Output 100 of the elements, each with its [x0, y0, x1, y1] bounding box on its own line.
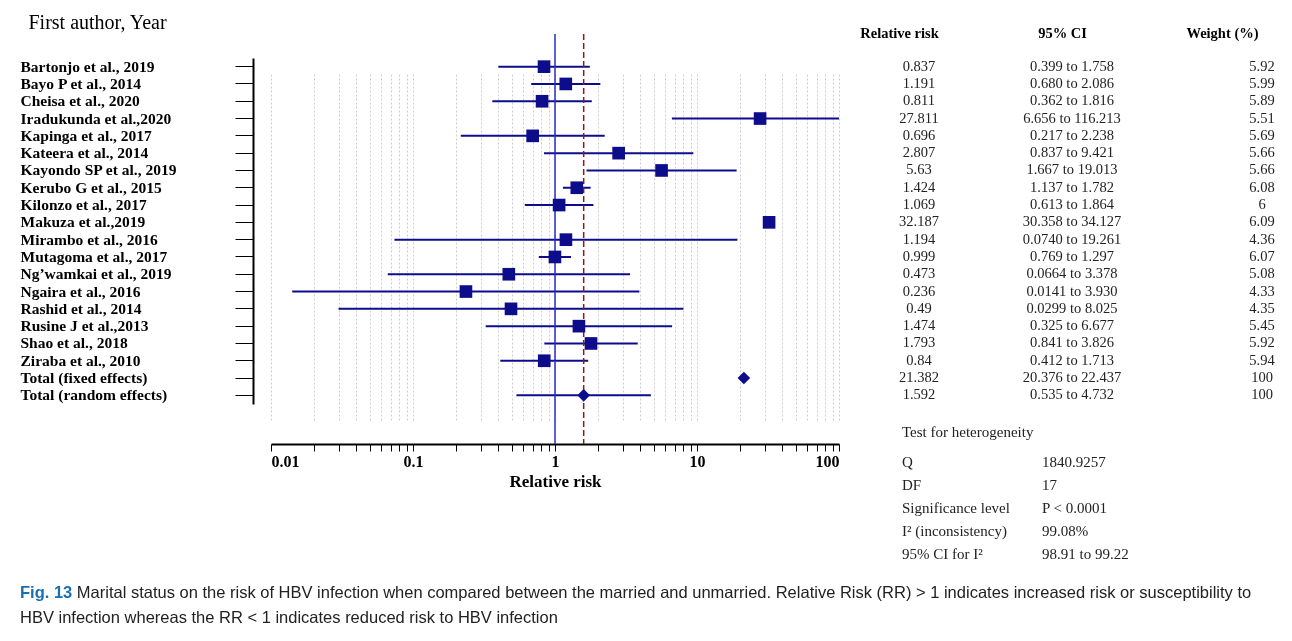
- x-tick-label: 10: [689, 452, 706, 470]
- text: P < 0.0001: [1042, 500, 1107, 516]
- text: 6.09: [1249, 213, 1275, 230]
- text: 95% CI: [1038, 24, 1088, 41]
- text: 5.92: [1249, 57, 1275, 74]
- x-tick-label: 0.01: [271, 452, 300, 470]
- text: 98.91 to 99.22: [1042, 546, 1129, 562]
- text: Test for heterogeneity: [902, 424, 1034, 440]
- y-tick-label: Rashid et al., 2014: [20, 299, 142, 317]
- y-tick-label: Mutagoma et al., 2017: [20, 247, 168, 265]
- y-tick-label: Rusine J et al.,2013: [20, 317, 149, 335]
- y-tick-label: Cheisa et al., 2020: [20, 92, 140, 110]
- y-tick-label: Makuza et al.,2019: [20, 213, 146, 231]
- y-tick-label: Iradukunda et al.,2020: [20, 109, 172, 127]
- text: Significance level: [902, 500, 1010, 516]
- text: 5.63: [906, 161, 932, 178]
- text: 5.92: [1249, 334, 1275, 351]
- y-axis-title: First author, Year: [28, 10, 167, 33]
- text: 4.35: [1249, 299, 1275, 316]
- text: 1.191: [902, 74, 936, 91]
- text: 0.473: [902, 265, 936, 282]
- text: 0.0740 to 19.261: [1022, 230, 1122, 247]
- text: 0.236: [902, 282, 936, 299]
- text: 0.837: [902, 57, 936, 74]
- text: 0.841 to 3.826: [1030, 334, 1114, 351]
- text: 1.793: [902, 334, 936, 351]
- x-tick-label: 100: [815, 452, 840, 470]
- text: 27.811: [899, 109, 939, 126]
- text: 0.0299 to 8.025: [1026, 299, 1118, 316]
- text: 1.424: [902, 178, 937, 195]
- text: 0.217 to 2.238: [1030, 126, 1114, 143]
- y-tick-label: Total (random effects): [20, 386, 168, 405]
- text: 0.399 to 1.758: [1030, 57, 1114, 74]
- text: 0.999: [902, 247, 936, 264]
- text: DF: [902, 477, 922, 493]
- text: 1.667 to 19.013: [1026, 161, 1118, 178]
- text: 6: [1258, 196, 1266, 213]
- text: 0.696: [902, 126, 936, 143]
- text: 6.08: [1249, 178, 1275, 195]
- y-tick-label: Kateera et al., 2014: [20, 144, 149, 162]
- y-tick-label: Kilonzo et al., 2017: [20, 196, 147, 214]
- text: 32.187: [899, 213, 939, 230]
- text: 30.358 to 34.127: [1022, 213, 1122, 230]
- text: 0.613 to 1.864: [1030, 196, 1115, 213]
- text: 0.84: [906, 351, 933, 368]
- text: 100: [1251, 369, 1273, 386]
- y-tick-label: Ngaira et al., 2016: [20, 282, 141, 300]
- text: 6.07: [1249, 247, 1275, 264]
- y-tick-label: Kapinga et al., 2017: [20, 126, 153, 144]
- text: 5.66: [1249, 144, 1275, 161]
- text: Weight (%): [1186, 24, 1259, 42]
- text: 5.08: [1249, 265, 1275, 282]
- text: Relative risk: [860, 24, 940, 41]
- text: 0.680 to 2.086: [1030, 74, 1114, 91]
- text: 1.194: [902, 230, 937, 247]
- text: 95% CI for I²: [902, 546, 984, 562]
- y-tick-label: Kayondo SP et al., 2019: [20, 161, 177, 179]
- y-tick-label: Shao et al., 2018: [20, 334, 128, 352]
- y-tick-label: Mirambo et al., 2016: [20, 230, 159, 248]
- text: 0.811: [902, 92, 936, 109]
- text: 0.0141 to 3.930: [1026, 282, 1118, 299]
- text: 1.137 to 1.782: [1030, 178, 1114, 195]
- text: 0.837 to 9.421: [1030, 144, 1114, 161]
- text: 5.66: [1249, 161, 1275, 178]
- text: 99.08%: [1042, 523, 1089, 539]
- text: 6.656 to 116.213: [1023, 109, 1121, 126]
- text: 5.94: [1249, 351, 1276, 368]
- text: 17: [1042, 477, 1058, 493]
- caption: Fig. 13 Marital status on the risk of HBV infection when compared between the married and unmarried. Relative Risk (RR) > 1 indicates increased risk or susceptibility to HBV infection whereas the RR < 1 indicates reduced risk to HBV infection: [20, 582, 1253, 628]
- text: 21.382: [899, 369, 939, 386]
- text: 100: [1251, 386, 1273, 403]
- text: 5.89: [1249, 92, 1275, 109]
- text: 4.33: [1249, 282, 1275, 299]
- text: 20.376 to 22.437: [1022, 369, 1122, 386]
- y-tick-label: Bayo P et al., 2014: [20, 74, 142, 92]
- text: 1.592: [902, 386, 936, 403]
- text: 2.807: [902, 144, 936, 161]
- text: 0.535 to 4.732: [1030, 386, 1114, 403]
- x-axis-title: Relative risk: [509, 471, 603, 491]
- text: 1.474: [902, 317, 937, 334]
- x-tick-label: 0.1: [403, 452, 424, 470]
- text: 0.325 to 6.677: [1030, 317, 1114, 334]
- y-tick-label: Bartonjo et al., 2019: [20, 57, 155, 75]
- y-tick-label: Ziraba et al., 2010: [20, 351, 141, 369]
- text: 5.51: [1249, 109, 1275, 126]
- text: 0.362 to 1.816: [1030, 92, 1114, 109]
- text: 0.769 to 1.297: [1030, 247, 1114, 264]
- text: 0.0664 to 3.378: [1026, 265, 1118, 282]
- text: 4.36: [1249, 230, 1275, 247]
- text: 1840.9257: [1042, 454, 1107, 470]
- x-tick-label: 1: [551, 452, 560, 470]
- text: Q: [902, 454, 913, 470]
- text: 0.49: [906, 299, 932, 316]
- text: 5.45: [1249, 317, 1275, 334]
- y-tick-label: Total (fixed effects): [20, 369, 148, 388]
- text: I² (inconsistency): [902, 523, 1007, 540]
- text: 5.99: [1249, 74, 1275, 91]
- text: 1.069: [902, 196, 936, 213]
- y-tick-label: Ng’wamkai et al., 2019: [20, 265, 172, 283]
- text: 0.412 to 1.713: [1030, 351, 1114, 368]
